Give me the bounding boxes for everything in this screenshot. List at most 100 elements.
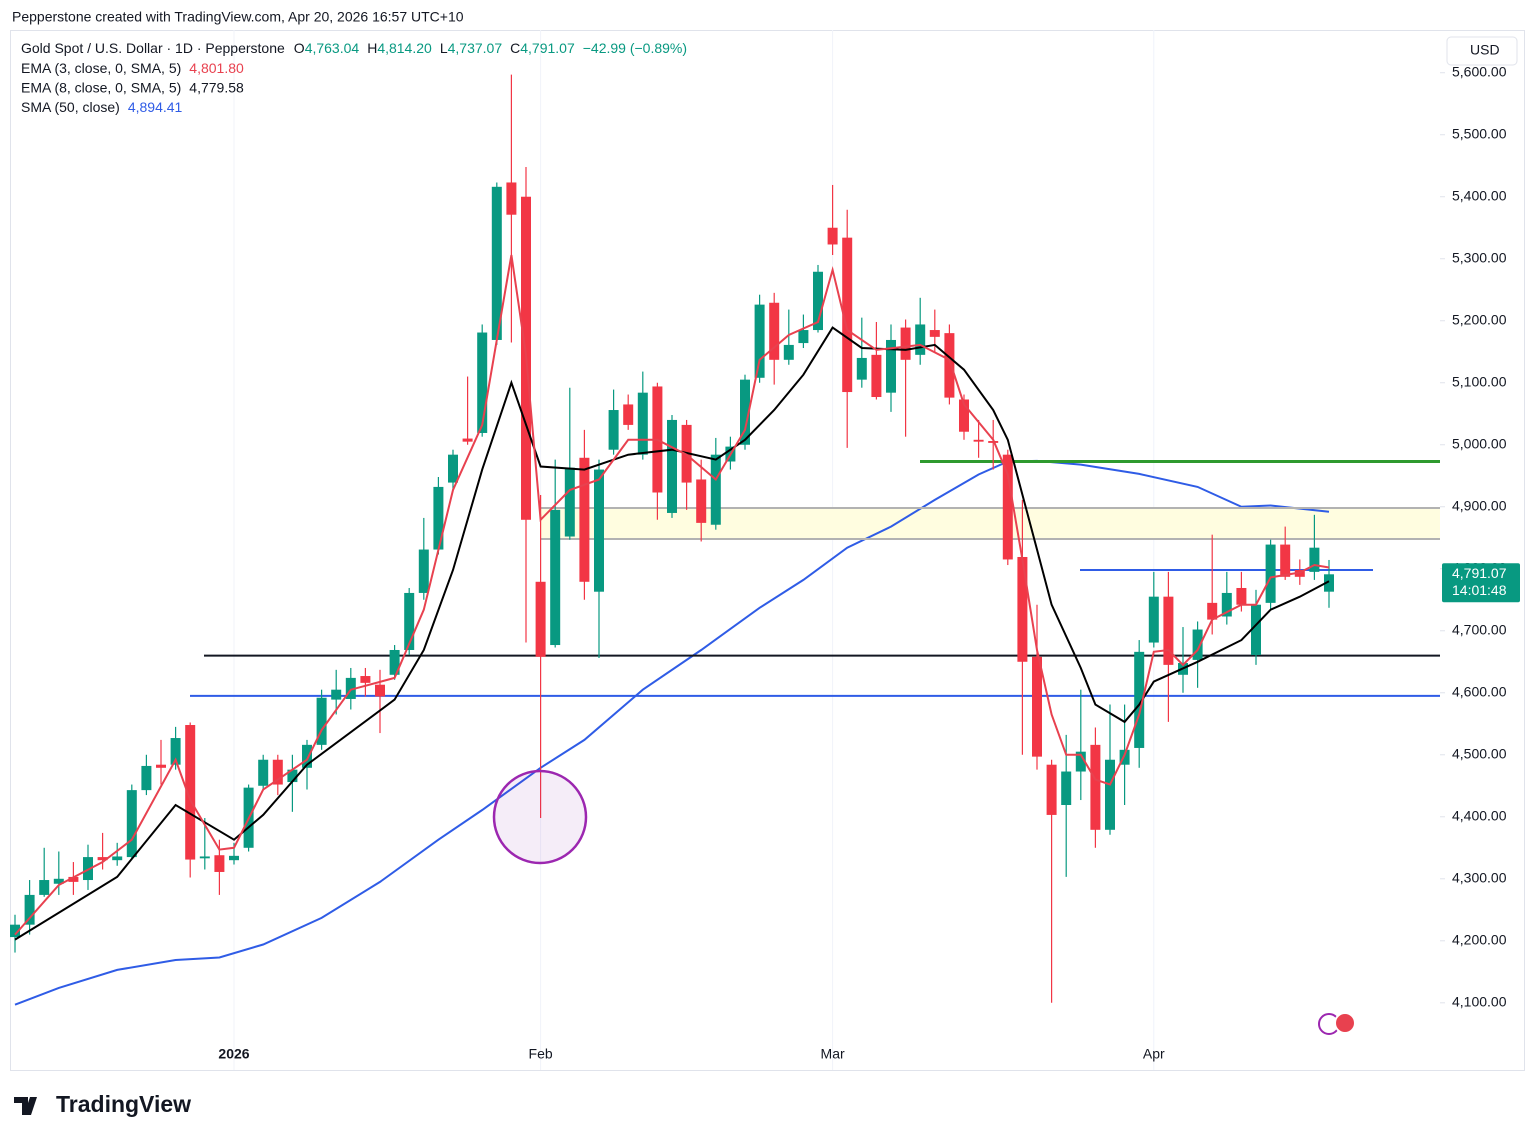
x-tick-label: Mar <box>821 1046 845 1062</box>
candle-body <box>696 479 707 523</box>
candle-body <box>1061 771 1072 806</box>
candle-body <box>68 876 79 882</box>
candle-body <box>1032 656 1042 757</box>
change: −42.99 (−0.89%) <box>583 40 687 56</box>
logo-icon <box>14 1097 37 1115</box>
candle-body <box>185 725 196 860</box>
candle-body <box>798 330 809 344</box>
y-tick-label: 5,000.00 <box>1452 435 1507 451</box>
candle-body <box>1192 629 1203 660</box>
candle-body <box>1134 651 1145 748</box>
plot-area <box>10 30 1445 1070</box>
legend-entry: EMA (8, close, 0, SMA, 5) 4,779.58 <box>21 79 244 95</box>
price-tag <box>1442 563 1520 603</box>
indicator-line <box>14 254 1330 936</box>
candle-body <box>156 764 166 768</box>
candle-body <box>1046 764 1057 815</box>
candle-body <box>97 857 108 861</box>
candle-body <box>856 357 867 380</box>
candle-body <box>141 765 152 791</box>
candle-body <box>1148 596 1159 643</box>
candle-body <box>535 581 546 657</box>
candle-body <box>331 689 342 700</box>
legend-name: EMA (8, close, 0, SMA, 5) <box>21 79 181 95</box>
candle-body <box>1105 759 1115 830</box>
candle-body <box>842 237 853 393</box>
candle-body <box>608 410 619 450</box>
legend-line: Gold Spot / U.S. Dollar · 1D · Peppersto… <box>21 40 687 56</box>
ohlc-value: 4,791.07 <box>520 40 575 56</box>
y-tick-label: 4,200.00 <box>1452 931 1507 947</box>
candle-body <box>564 467 575 537</box>
candle-body <box>813 271 823 331</box>
brand: TradingView <box>56 1091 191 1117</box>
legend-entry: EMA (3, close, 0, SMA, 5) 4,801.80 <box>21 60 244 76</box>
frame <box>10 30 1525 1071</box>
y-tick-label: 4,500.00 <box>1452 745 1507 761</box>
ohlc-key: H <box>367 40 377 56</box>
candle-body <box>170 738 181 765</box>
candle-body <box>360 676 371 683</box>
candle-body <box>462 438 473 442</box>
candle-body <box>637 392 648 455</box>
candle-body <box>594 469 604 592</box>
ohlc-value: 4,737.07 <box>448 40 503 56</box>
candle-body <box>1324 574 1334 592</box>
candle-body <box>754 304 765 378</box>
candle-body <box>258 759 269 786</box>
candle-body <box>477 332 488 433</box>
candle-body <box>667 419 677 513</box>
candle-body <box>433 486 444 550</box>
y-tick-label: 5,100.00 <box>1452 373 1507 389</box>
highlight-circle <box>492 769 588 865</box>
candle-body <box>929 330 940 337</box>
candle-body <box>506 182 517 215</box>
candle-body <box>10 924 20 938</box>
candle-body <box>112 856 123 861</box>
y-tick-label: 5,600.00 <box>1452 63 1507 79</box>
candle-body <box>550 509 561 646</box>
candle-body <box>375 684 385 697</box>
y-tick-label: 4,600.00 <box>1452 683 1507 699</box>
candle-body <box>1075 751 1086 772</box>
candle-body <box>345 677 356 699</box>
legend-value: 4,779.58 <box>189 79 244 95</box>
candle-body <box>1251 604 1261 655</box>
candle-body <box>871 354 882 398</box>
indicator-line <box>14 459 1330 1006</box>
ohlc-key: O <box>294 40 305 56</box>
indicator-line <box>14 326 1330 941</box>
candle-body <box>1017 556 1028 662</box>
candle-body <box>287 769 298 783</box>
currency-box[interactable] <box>1446 36 1518 66</box>
candle-body <box>900 327 911 360</box>
zone-fill <box>540 507 1440 539</box>
candle-body <box>214 855 225 872</box>
candle-body <box>53 878 64 884</box>
legend: Gold Spot / U.S. Dollar · 1D · Peppersto… <box>21 40 687 115</box>
y-tick-label: 4,700.00 <box>1452 621 1507 637</box>
candle-body <box>740 379 750 445</box>
candle-body <box>915 324 926 355</box>
symbol-title: Gold Spot / U.S. Dollar · 1D · Peppersto… <box>21 40 285 56</box>
x-tick-label: 2026 <box>218 1046 249 1062</box>
candle-body <box>1163 596 1174 665</box>
y-tick-label: 5,500.00 <box>1452 125 1507 141</box>
flag-icons <box>1318 1012 1356 1035</box>
candle-body <box>24 894 35 925</box>
candle-body <box>389 649 400 675</box>
legend-entry: SMA (50, close) 4,894.41 <box>21 99 183 115</box>
candle-body <box>491 186 502 340</box>
y-tick-label: 4,900.00 <box>1452 497 1507 513</box>
icon <box>1334 1012 1356 1034</box>
logo: TradingView <box>14 1091 191 1117</box>
x-tick-label: Apr <box>1143 1046 1165 1062</box>
candle-body <box>1236 587 1247 605</box>
ohlc-key: C <box>510 40 520 56</box>
candle-body <box>710 454 721 525</box>
candle-body <box>944 333 955 398</box>
candle-body <box>769 302 780 360</box>
candle-body <box>886 339 896 393</box>
y-tick-label: 4,100.00 <box>1452 994 1507 1010</box>
